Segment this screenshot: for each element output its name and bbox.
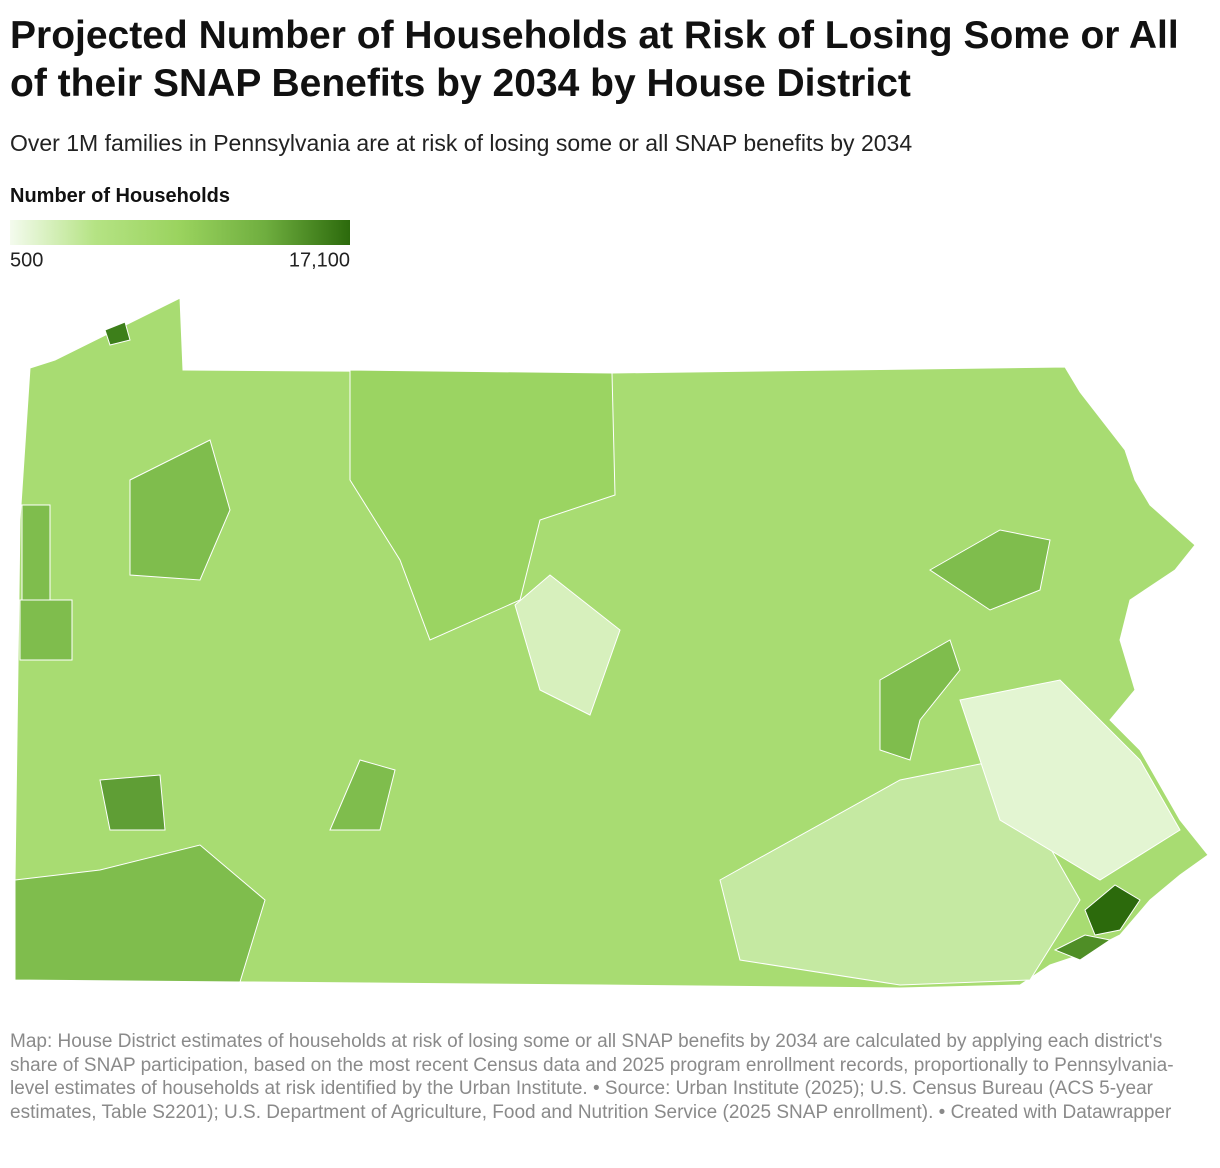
district bbox=[99, 774, 166, 831]
district bbox=[514, 574, 621, 716]
district bbox=[1084, 884, 1141, 936]
district bbox=[129, 439, 231, 581]
district bbox=[21, 504, 51, 601]
subtitle: Over 1M families in Pennsylvania are at … bbox=[10, 130, 913, 156]
district bbox=[329, 759, 396, 831]
district bbox=[929, 529, 1051, 611]
map: 500 17,100 bbox=[10, 220, 1209, 989]
district bbox=[19, 599, 73, 661]
district bbox=[349, 369, 616, 641]
district bbox=[719, 759, 1081, 986]
footer-note: Map: House District estimates of househo… bbox=[10, 1031, 1174, 1123]
district bbox=[879, 639, 961, 761]
title: Projected Number of Households at Risk o… bbox=[10, 14, 1179, 105]
district bbox=[14, 844, 266, 983]
legend-title: Number of Households bbox=[10, 185, 231, 207]
district bbox=[1053, 934, 1112, 961]
state-map bbox=[14, 297, 1209, 989]
legend-bar bbox=[10, 220, 350, 245]
district bbox=[104, 321, 131, 346]
legend-min-label: 500 bbox=[10, 249, 43, 271]
legend-max-label: 17,100 bbox=[289, 249, 350, 271]
district bbox=[959, 679, 1181, 881]
